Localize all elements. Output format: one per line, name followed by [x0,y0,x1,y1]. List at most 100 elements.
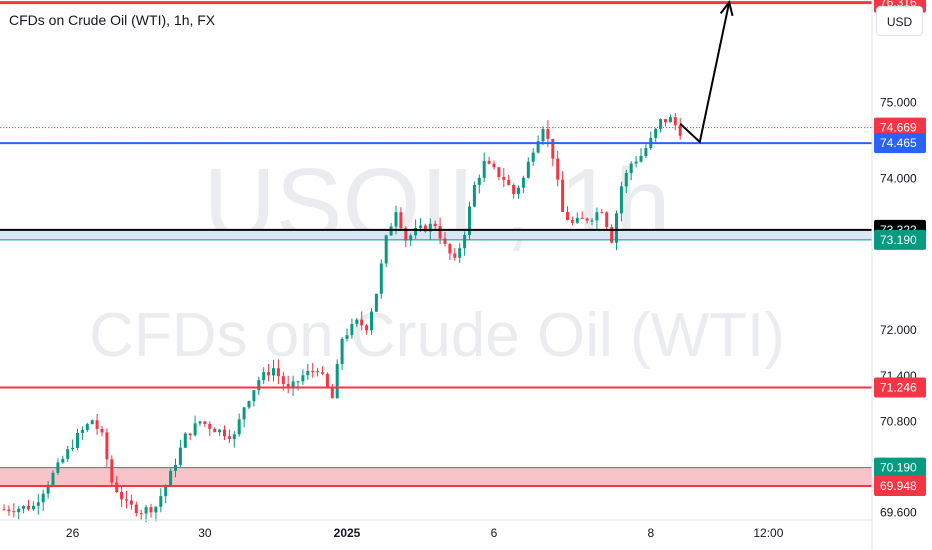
candle [619,181,623,222]
time-tick-label: 8 [647,526,654,540]
zones-layer [0,229,872,486]
candle [85,422,89,433]
candle [668,114,672,123]
candle [237,413,241,437]
candle [316,367,320,377]
candle [541,126,545,146]
candle [169,468,173,486]
price-tick-label: 70.800 [880,414,917,428]
price-tick-label: 75.000 [880,95,917,109]
candle [159,488,163,513]
candle [654,127,658,143]
candle [95,414,99,435]
candle [521,175,525,194]
candle [423,223,427,233]
projection-arrow[interactable] [679,0,734,144]
candle [296,380,300,391]
candle [330,383,334,399]
candle [502,168,506,188]
price-zone-1[interactable] [0,467,872,486]
candle [27,499,30,511]
candle [134,501,138,517]
price-label-support-red: 71.246 [874,377,926,398]
candle [272,359,275,382]
candle [507,174,511,186]
candle [301,369,305,385]
candle [365,323,369,335]
candle [575,212,579,225]
candle [213,427,217,433]
candle [664,119,667,127]
candle [561,171,565,213]
candle [629,161,633,181]
time-tick-label: 26 [66,526,80,540]
candle [463,231,467,256]
candle [61,455,65,464]
candle [570,216,574,226]
candle [286,375,290,394]
chart-title: CFDs on Crude Oil (WTI), 1h, FX [9,12,216,28]
candle [595,207,599,229]
candle [350,318,354,339]
candle [188,433,192,441]
svg-text:74.465: 74.465 [880,136,917,150]
candle [536,135,540,154]
projection-arrow-line[interactable] [679,2,731,144]
svg-text:70.190: 70.190 [880,461,917,475]
price-label-support-blue: 74.465 [874,133,926,154]
svg-text:73.190: 73.190 [880,233,917,247]
candle [66,445,70,463]
candle [355,317,359,328]
candle [139,509,143,520]
watermark-symbol: USOIL, 1h [204,148,671,260]
candle [183,431,187,449]
candle [399,207,403,231]
candle [149,503,153,518]
candle [526,157,530,179]
candle [360,311,364,331]
time-tick-label: 30 [198,526,212,540]
candle [125,490,128,509]
candle [291,375,295,396]
candle [634,156,638,168]
price-label-zone2-lower: 69.948 [874,475,926,496]
candle [232,431,236,448]
watermark: USOIL, 1h CFDs on Crude Oil (WTI) [89,148,785,370]
levels-layer[interactable] [0,1,872,487]
candle [262,367,266,384]
svg-text:74.669: 74.669 [880,121,917,135]
price-label-last-price: 74.669 [874,117,926,138]
candle [340,337,344,370]
candle [644,144,648,159]
candle [276,359,280,385]
candle [472,181,476,208]
candle [497,166,501,181]
candle [80,426,84,440]
candle [512,183,516,199]
svg-text:76.316: 76.316 [880,0,917,10]
candle [477,174,481,194]
candle [76,428,79,451]
candle [448,242,452,260]
candle [41,489,45,512]
candle [566,206,569,221]
candle [443,231,447,247]
candle [321,366,324,376]
price-tick-label: 72.000 [880,323,917,337]
candle [492,160,496,170]
candle [517,185,520,199]
candles-layer [2,113,682,523]
currency-button[interactable]: USD [876,6,923,36]
price-zone-0[interactable] [0,229,872,240]
candle [22,505,26,514]
candle [605,211,609,231]
candle [306,363,310,380]
candle [17,506,21,520]
price-tick-label: 74.000 [880,171,917,185]
candle [374,293,378,313]
candle [580,211,584,219]
candle [218,428,222,436]
price-label-zone2-upper: 70.190 [874,457,926,478]
time-axis[interactable]: 26 30 2025 6 8 12:00 [0,0,873,550]
